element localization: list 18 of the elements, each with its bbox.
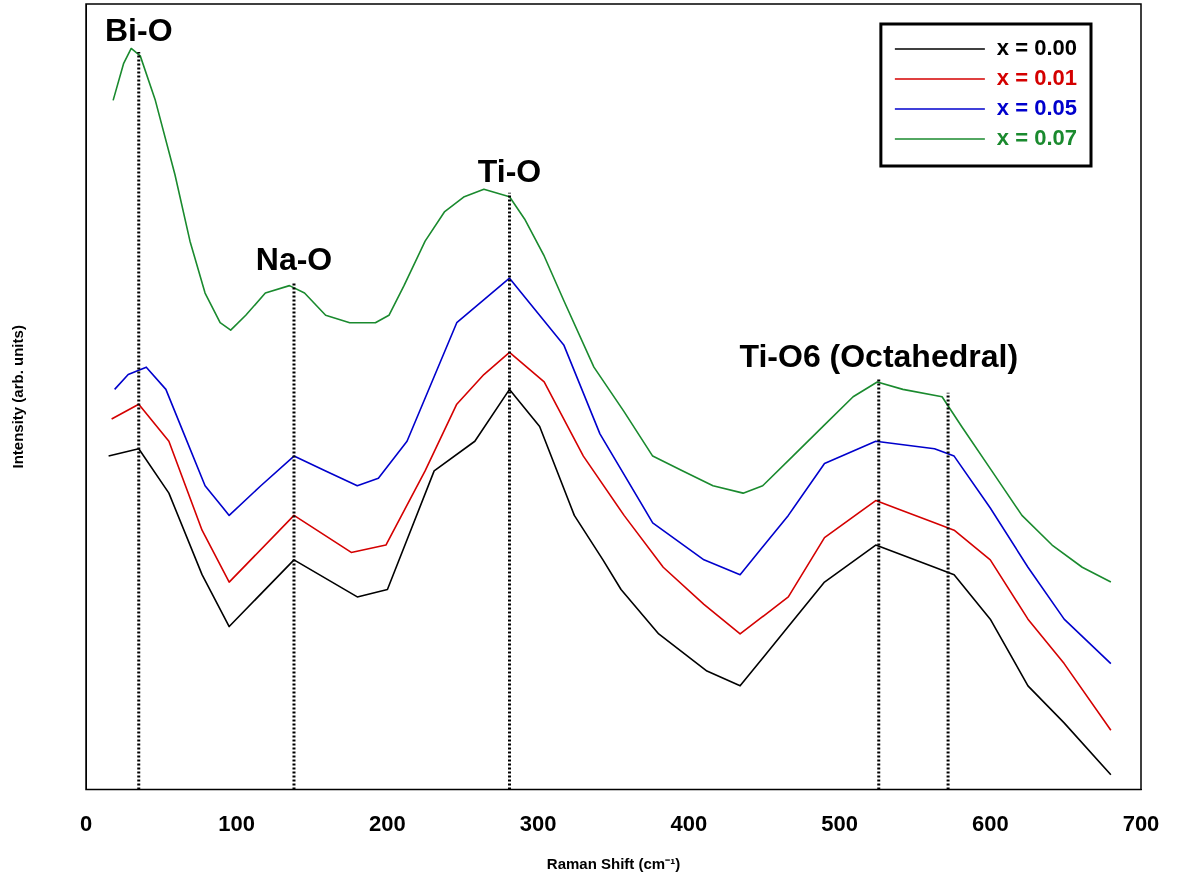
ref-line-label: Ti-O6 (Octahedral) — [739, 337, 1019, 374]
x-tick-label: 400 — [670, 810, 708, 836]
ref-line-label: Bi-O — [104, 11, 173, 48]
legend-label: x = 0.00 — [996, 35, 1078, 61]
x-tick-label: 700 — [1122, 810, 1160, 836]
x-tick-label: 500 — [821, 810, 858, 836]
legend-label: x = 0.07 — [996, 125, 1078, 151]
legend-label: x = 0.05 — [996, 95, 1078, 121]
legend-label: x = 0.01 — [996, 65, 1078, 91]
ref-line-label: Na-O — [255, 241, 333, 278]
x-axis-title: Raman Shift (cm⁻¹) — [546, 855, 681, 873]
x-tick-label: 600 — [971, 810, 1009, 836]
x-tick-label: 200 — [369, 810, 406, 836]
x-tick-label: 0 — [79, 810, 93, 836]
x-tick-label: 100 — [218, 810, 256, 836]
x-tick-label: 300 — [519, 810, 557, 836]
ref-line-label: Ti-O — [477, 152, 542, 189]
y-axis-title: Intensity (arb. units) — [9, 325, 27, 469]
